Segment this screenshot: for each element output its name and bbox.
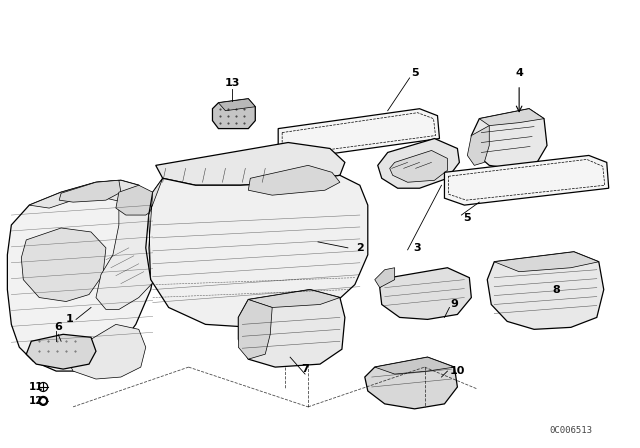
Text: 7: 7 xyxy=(301,364,309,374)
Polygon shape xyxy=(487,252,604,329)
Circle shape xyxy=(39,396,48,405)
Polygon shape xyxy=(148,178,163,280)
Text: 12: 12 xyxy=(29,396,44,406)
Polygon shape xyxy=(278,109,440,159)
Polygon shape xyxy=(59,180,121,202)
Text: 13: 13 xyxy=(225,78,240,88)
Polygon shape xyxy=(380,268,471,319)
Polygon shape xyxy=(116,185,156,215)
Polygon shape xyxy=(471,109,547,168)
Text: 11: 11 xyxy=(29,382,44,392)
Polygon shape xyxy=(390,151,447,182)
Polygon shape xyxy=(444,155,609,205)
Text: 1: 1 xyxy=(65,314,73,324)
Polygon shape xyxy=(238,289,345,367)
Polygon shape xyxy=(8,180,159,371)
Text: 2: 2 xyxy=(356,243,364,253)
Polygon shape xyxy=(29,180,148,208)
Polygon shape xyxy=(378,138,460,188)
Text: 5: 5 xyxy=(411,68,419,78)
Polygon shape xyxy=(365,357,458,409)
Polygon shape xyxy=(375,268,395,288)
Polygon shape xyxy=(96,188,173,310)
Polygon shape xyxy=(156,142,345,185)
Polygon shape xyxy=(494,252,599,271)
Polygon shape xyxy=(146,175,368,327)
Polygon shape xyxy=(467,125,489,165)
Polygon shape xyxy=(238,300,272,359)
Text: 0C006513: 0C006513 xyxy=(549,426,593,435)
Polygon shape xyxy=(66,324,146,379)
Polygon shape xyxy=(218,99,255,111)
Polygon shape xyxy=(212,99,255,129)
Text: 10: 10 xyxy=(450,366,465,376)
Circle shape xyxy=(40,398,46,404)
Polygon shape xyxy=(21,228,106,302)
Text: 8: 8 xyxy=(552,284,560,295)
Text: 3: 3 xyxy=(414,243,421,253)
Text: 9: 9 xyxy=(451,300,458,310)
Text: 6: 6 xyxy=(54,323,62,332)
Polygon shape xyxy=(248,289,340,307)
Polygon shape xyxy=(375,357,454,374)
Text: 5: 5 xyxy=(463,213,471,223)
Polygon shape xyxy=(248,165,340,195)
Polygon shape xyxy=(26,334,96,369)
Text: 4: 4 xyxy=(515,68,523,78)
Polygon shape xyxy=(479,109,544,125)
